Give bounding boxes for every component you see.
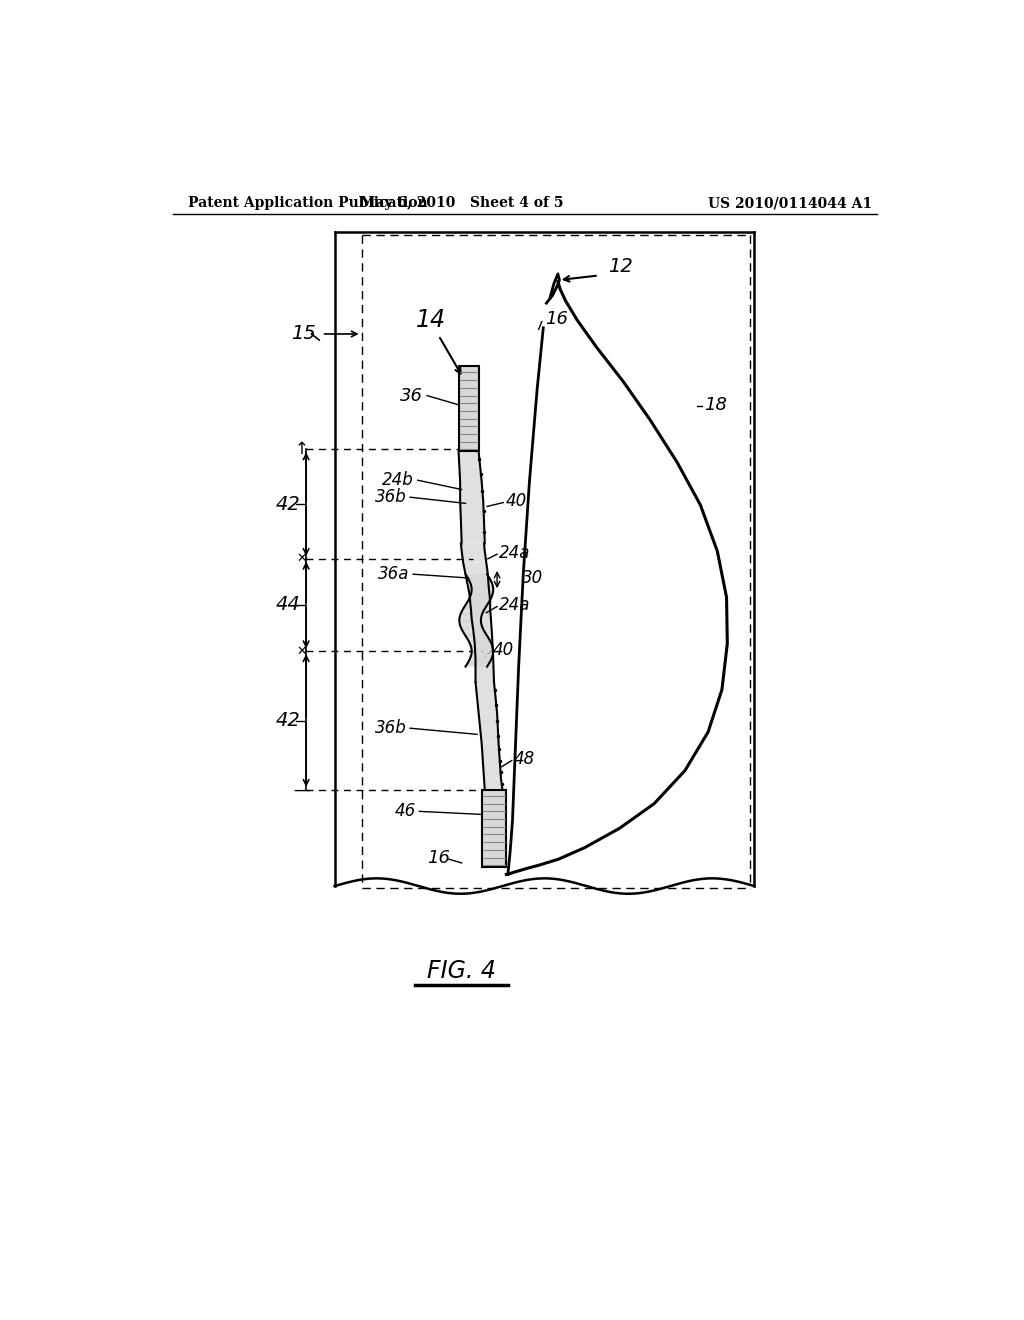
Text: 16: 16 [427,849,451,866]
Polygon shape [469,594,490,601]
Text: 12: 12 [608,256,633,276]
Polygon shape [478,713,498,729]
Text: 46: 46 [394,803,416,820]
Polygon shape [475,644,494,659]
Polygon shape [461,544,484,552]
Text: 24a: 24a [499,544,530,561]
Polygon shape [459,451,480,466]
Polygon shape [460,502,484,520]
Polygon shape [466,574,488,586]
Text: ✕: ✕ [296,644,307,657]
Text: FIG. 4: FIG. 4 [427,958,496,983]
Polygon shape [462,552,486,562]
Text: 40: 40 [506,492,526,510]
Polygon shape [475,659,494,682]
Polygon shape [470,601,490,609]
Text: ✕: ✕ [296,552,307,565]
Text: ↑: ↑ [295,441,308,458]
Text: 36b: 36b [375,719,407,737]
Text: 36a: 36a [378,565,410,583]
Text: 42: 42 [275,495,300,513]
Text: 16: 16 [545,310,568,327]
Text: 24a: 24a [499,597,530,614]
Polygon shape [480,729,499,743]
Bar [459,366,478,451]
Text: 42: 42 [275,711,300,730]
Polygon shape [461,520,484,544]
Polygon shape [473,630,493,644]
Text: 36b: 36b [375,488,407,506]
Text: Patent Application Publication: Patent Application Publication [188,197,428,210]
Polygon shape [460,482,483,502]
Polygon shape [468,586,489,594]
Polygon shape [482,755,500,767]
Polygon shape [463,562,487,574]
Polygon shape [477,697,497,713]
Polygon shape [484,779,503,789]
Polygon shape [475,682,496,697]
Text: 15: 15 [291,325,315,343]
Text: May 6, 2010   Sheet 4 of 5: May 6, 2010 Sheet 4 of 5 [359,197,563,210]
Text: US 2010/0114044 A1: US 2010/0114044 A1 [708,197,872,210]
Bar [481,789,506,867]
Polygon shape [481,743,500,755]
Text: 40: 40 [493,640,514,659]
Text: 14: 14 [416,308,445,333]
Text: 48: 48 [514,750,536,768]
Text: 44: 44 [275,595,300,615]
Polygon shape [472,619,492,630]
Polygon shape [483,767,501,779]
Polygon shape [460,466,481,482]
Text: 24b: 24b [382,471,414,490]
Text: 30: 30 [521,569,543,587]
Text: —: — [293,781,310,799]
Polygon shape [471,609,490,619]
Text: 36: 36 [400,387,423,404]
Text: 18: 18 [705,396,727,413]
